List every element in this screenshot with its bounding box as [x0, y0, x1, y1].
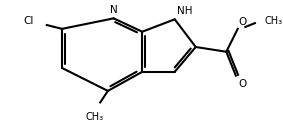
Text: Cl: Cl — [23, 16, 33, 26]
Text: O: O — [239, 17, 247, 27]
Text: NH: NH — [177, 6, 192, 16]
Text: CH₃: CH₃ — [85, 112, 104, 122]
Text: O: O — [239, 79, 247, 89]
Text: CH₃: CH₃ — [265, 16, 283, 26]
Text: N: N — [110, 5, 117, 16]
